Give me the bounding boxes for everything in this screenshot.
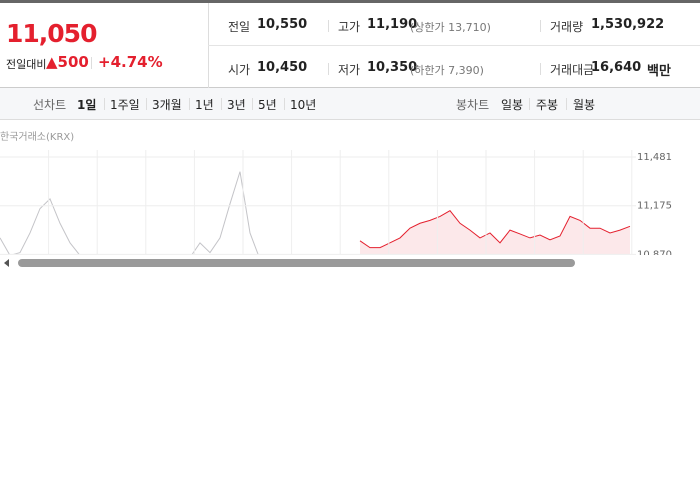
y-tick-label: 10,870: [637, 249, 672, 260]
tab[interactable]: 1년: [195, 98, 214, 112]
change: ▲500: [46, 53, 89, 71]
y-tick-label: 11,175: [637, 201, 672, 212]
separator: [328, 20, 329, 32]
line: [0, 171, 259, 254]
tab-group-label: 봉차트: [456, 98, 490, 112]
separator: [328, 63, 329, 75]
separator: [540, 20, 541, 32]
quote-note: (상한가 13,710): [410, 21, 491, 34]
tab[interactable]: 1일: [77, 98, 97, 112]
quote-value: 16,640: [591, 60, 642, 75]
quote-label: 전일: [228, 20, 251, 34]
separator: [91, 57, 92, 69]
plot: [0, 171, 631, 254]
quote-value: 10,550: [257, 17, 308, 32]
separator: [146, 98, 147, 110]
separator: [529, 98, 530, 110]
tab-bar: 선차트 1일 1주일 3개월 1년 3년 5년 10년 봉차트 일봉 주봉 월봉: [0, 88, 700, 120]
separator: [284, 98, 285, 110]
quote-label: 고가: [338, 20, 361, 34]
separator: [189, 98, 190, 110]
scrollbar-graphic: [4, 259, 575, 267]
quote-value: 11,190: [367, 17, 418, 32]
quote-unit: 백만: [647, 64, 671, 79]
change-rate: +4.74%: [98, 53, 163, 71]
line: [359, 210, 631, 249]
quote-label: 거래량: [550, 20, 584, 34]
tab[interactable]: 월봉: [573, 98, 596, 112]
chart-source: 한국거래소(KRX): [0, 131, 74, 143]
separator: [221, 98, 222, 110]
quote-value: 1,530,922: [591, 17, 665, 32]
tab[interactable]: 3개월: [152, 98, 182, 112]
separator: [104, 98, 105, 110]
tab[interactable]: 주봉: [536, 98, 559, 112]
scrollbar: [0, 255, 700, 268]
tab[interactable]: 5년: [258, 98, 277, 112]
tab[interactable]: 10년: [290, 98, 317, 112]
change-label: 전일대비: [6, 58, 47, 71]
quote-value: 10,450: [257, 60, 308, 75]
price: 11,050: [6, 19, 97, 48]
tab[interactable]: 1주일: [110, 98, 140, 112]
tab-group-label: 선차트: [33, 98, 67, 112]
tab[interactable]: 일봉: [501, 98, 524, 112]
quote-value: 10,350: [367, 60, 418, 75]
separator: [566, 98, 567, 110]
quote-note: (하한가 7,390): [410, 64, 484, 77]
quote-panel: 11,050 전일대비 ▲500 +4.74% 전일 10,550 고가 11,190…: [0, 0, 700, 88]
quote-label: 저가: [338, 63, 361, 77]
quote-label: 거래대금: [550, 63, 595, 77]
quote-label: 시가: [228, 63, 251, 77]
y-tick-label: 11,481: [637, 152, 672, 163]
separator: [252, 98, 253, 110]
area: [360, 210, 630, 254]
tab[interactable]: 3년: [227, 98, 246, 112]
separator: [540, 63, 541, 75]
scroll-thumb[interactable]: [18, 259, 575, 267]
divider: [208, 45, 700, 46]
